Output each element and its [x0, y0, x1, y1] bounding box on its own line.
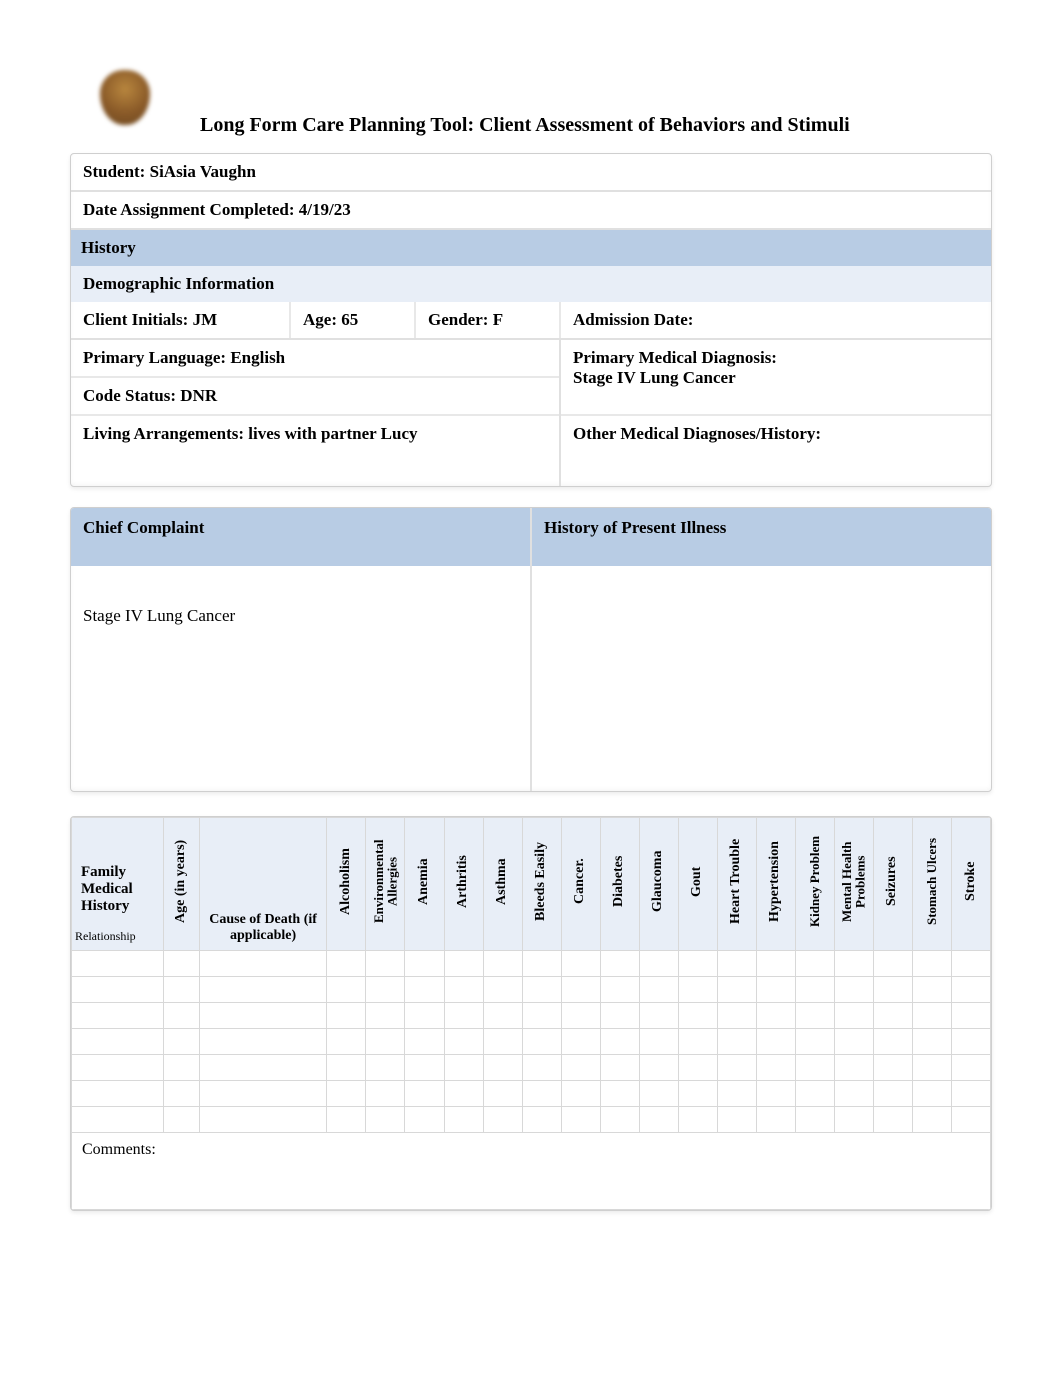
fmh-row — [72, 1081, 991, 1107]
fmh-cond-header: Gout — [678, 818, 717, 951]
admission-label: Admission Date: — [573, 310, 693, 329]
fmh-cond-header: Asthma — [483, 818, 522, 951]
primary-dx-label: Primary Medical Diagnosis: — [573, 348, 777, 367]
fmh-cond-header: Arthritis — [444, 818, 483, 951]
age-label: Age: — [303, 310, 337, 329]
fmh-comments-cell: Comments: — [72, 1133, 991, 1210]
fmh-cond-header: Stroke — [951, 818, 990, 951]
living-value: lives with partner Lucy — [248, 424, 417, 443]
fmh-row — [72, 1107, 991, 1133]
fmh-cond-header: Stomach Ulcers — [912, 818, 951, 951]
date-label: Date Assignment Completed: — [83, 200, 295, 219]
initials-field: Client Initials: JM — [71, 302, 291, 338]
code-value: DNR — [180, 386, 217, 405]
fmh-header-row: Family Medical History Relationship Age … — [72, 818, 991, 951]
fmh-row — [72, 977, 991, 1003]
code-field: Code Status: DNR — [71, 378, 559, 416]
initials-label: Client Initials: — [83, 310, 188, 329]
family-history-table: Family Medical History Relationship Age … — [71, 817, 991, 1210]
fmh-cond-header: Hypertension — [756, 818, 795, 951]
living-field: Living Arrangements: lives with partner … — [71, 416, 559, 486]
code-label: Code Status: — [83, 386, 176, 405]
fmh-row — [72, 951, 991, 977]
complaint-box: Chief Complaint History of Present Illne… — [70, 507, 992, 792]
hpi-header: History of Present Illness — [532, 508, 991, 566]
fmh-comments-label: Comments: — [82, 1141, 156, 1158]
gender-label: Gender: — [428, 310, 488, 329]
initials-value: JM — [193, 310, 218, 329]
language-label: Primary Language: — [83, 348, 226, 367]
fmh-cond-header: Cancer. — [561, 818, 600, 951]
admission-field: Admission Date: — [561, 302, 991, 338]
client-info-row: Client Initials: JM Age: 65 Gender: F Ad… — [71, 302, 991, 340]
student-value: SiAsia Vaughn — [150, 162, 256, 181]
age-value: 65 — [341, 310, 358, 329]
language-field: Primary Language: English — [71, 340, 559, 378]
date-value: 4/19/23 — [299, 200, 351, 219]
other-dx-field: Other Medical Diagnoses/History: — [561, 416, 991, 454]
institution-logo — [70, 50, 180, 145]
fmh-cond-header: Environmental Allergies — [366, 818, 405, 951]
language-value: English — [230, 348, 285, 367]
fmh-cond-header: Mental Health Problems — [834, 818, 873, 951]
demographic-header: Demographic Information — [71, 266, 991, 302]
fmh-title: Family Medical History — [75, 860, 160, 919]
fmh-age-header: Age (in years) — [164, 818, 199, 951]
fmh-row — [72, 1029, 991, 1055]
chief-complaint-value: Stage IV Lung Cancer — [71, 566, 532, 791]
fmh-cond-header: Kidney Problem — [795, 818, 834, 951]
fmh-row — [72, 1003, 991, 1029]
gender-field: Gender: F — [416, 302, 561, 338]
student-label: Student: — [83, 162, 145, 181]
fmh-cond-header: Glaucoma — [639, 818, 678, 951]
hpi-value — [532, 566, 991, 791]
document-title: Long Form Care Planning Tool: Client Ass… — [200, 114, 992, 145]
document-header: Long Form Care Planning Tool: Client Ass… — [70, 50, 992, 145]
fmh-cod-header: Cause of Death (if applicable) — [199, 818, 327, 951]
fmh-relationship-header: Family Medical History Relationship — [72, 818, 164, 951]
age-field: Age: 65 — [291, 302, 416, 338]
lower-info-row: Primary Language: English Code Status: D… — [71, 340, 991, 486]
demographics-box: Student: SiAsia Vaughn Date Assignment C… — [70, 153, 992, 487]
fmh-cond-header: Alcoholism — [327, 818, 366, 951]
fmh-cond-header: Heart Trouble — [717, 818, 756, 951]
living-label: Living Arrangements: — [83, 424, 244, 443]
history-header: History — [71, 230, 991, 266]
fmh-relationship-label: Relationship — [75, 919, 160, 944]
chief-complaint-header: Chief Complaint — [71, 508, 532, 566]
date-field: Date Assignment Completed: 4/19/23 — [71, 192, 991, 228]
student-field: Student: SiAsia Vaughn — [71, 154, 991, 190]
fmh-cond-header: Diabetes — [600, 818, 639, 951]
other-dx-label: Other Medical Diagnoses/History: — [573, 424, 821, 443]
fmh-comments-row: Comments: — [72, 1133, 991, 1210]
primary-dx-field: Primary Medical Diagnosis: Stage IV Lung… — [561, 340, 991, 416]
fmh-cond-header: Seizures — [873, 818, 912, 951]
gender-value: F — [493, 310, 503, 329]
fmh-row — [72, 1055, 991, 1081]
fmh-cond-header: Anemia — [405, 818, 444, 951]
fmh-cond-header: Bleeds Easily — [522, 818, 561, 951]
family-history-box: Family Medical History Relationship Age … — [70, 816, 992, 1211]
primary-dx-value: Stage IV Lung Cancer — [573, 368, 736, 387]
